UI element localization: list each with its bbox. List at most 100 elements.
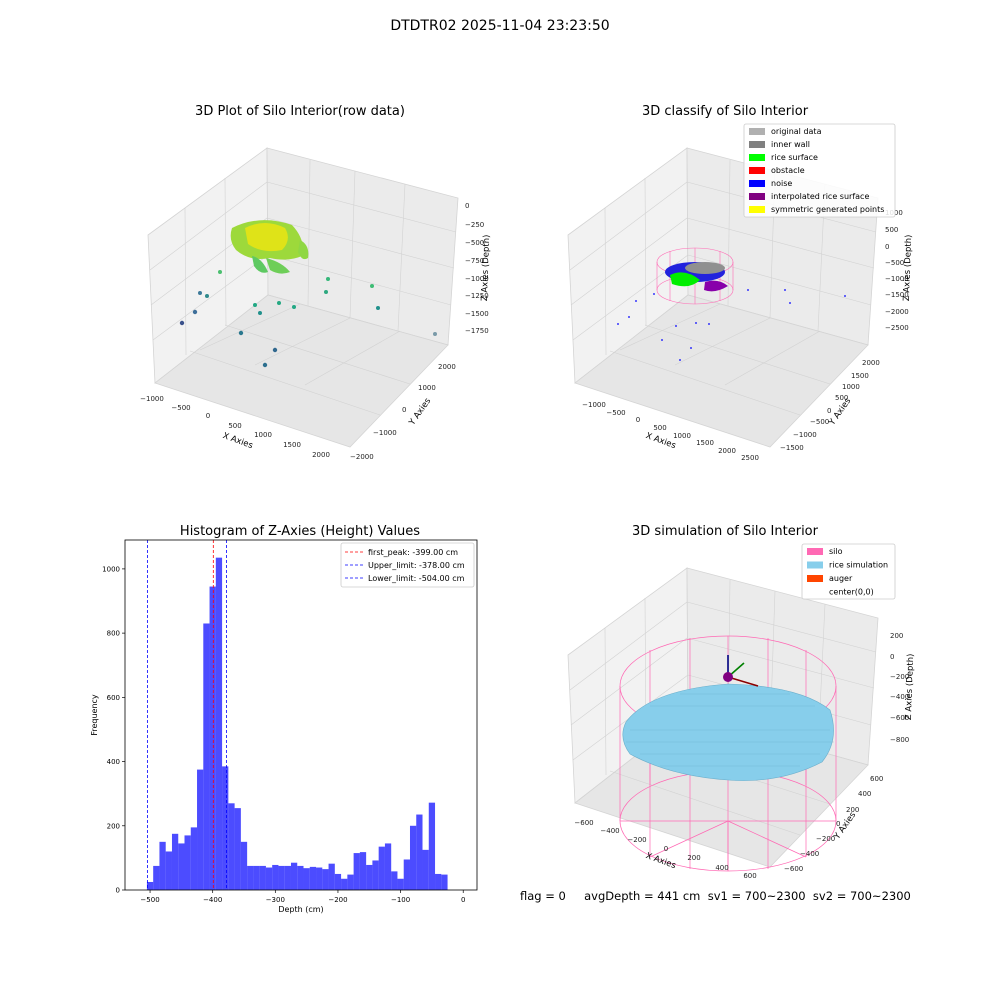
sim-ztick: −200 <box>890 673 909 681</box>
hist-ytick: 0 <box>116 887 120 895</box>
sim-xlabel: X Axies <box>644 851 677 871</box>
classify-ztick: −1000 <box>885 275 909 283</box>
histogram-bar <box>222 766 229 890</box>
raw-3d-plot: −1000 −500 0 500 1000 1500 2000 2000 100… <box>140 147 492 461</box>
hist-xtick: −500 <box>140 896 159 904</box>
histogram-bar <box>215 557 223 890</box>
histogram-bar <box>228 803 235 890</box>
classify-ytick: 1500 <box>851 372 869 380</box>
sim-xtick: 0 <box>664 845 668 853</box>
legend-swatch <box>807 575 823 582</box>
legend-label: obstacle <box>771 166 805 175</box>
legend-swatch <box>807 588 823 596</box>
sim-3d-plot: −600 −400 −200 0 200 400 600 600 400 200… <box>567 543 916 880</box>
histogram-bar <box>272 864 279 890</box>
raw-xtick: 2000 <box>312 451 330 459</box>
sim-xtick: −600 <box>574 819 593 827</box>
legend-swatch <box>749 154 765 161</box>
histogram-bar <box>441 874 448 890</box>
classify-ytick: −1000 <box>793 431 817 439</box>
legend-label: interpolated rice surface <box>771 192 869 201</box>
raw-ztick: −1500 <box>465 310 489 318</box>
sim-ytick: 600 <box>870 775 883 783</box>
classify-ytick: −1500 <box>780 444 804 452</box>
histogram-bar <box>322 869 329 890</box>
histogram-bar <box>197 769 204 890</box>
histogram-bar <box>309 866 317 890</box>
classify-panel-title: 3D classify of Silo Interior <box>641 104 809 119</box>
raw-ztick: −500 <box>465 239 484 247</box>
classify-ztick: −2000 <box>885 308 909 316</box>
histogram-bar <box>259 865 266 890</box>
legend-swatch <box>749 141 765 148</box>
histogram-bar <box>146 881 154 890</box>
raw-xtick: 0 <box>206 412 210 420</box>
histogram-bar <box>303 868 310 890</box>
histogram-bar <box>328 863 335 890</box>
classify-xtick: 2500 <box>741 454 759 462</box>
sim-ytick: 400 <box>858 790 871 798</box>
sim-ytick: −200 <box>816 835 835 843</box>
histogram-bar <box>316 867 323 890</box>
raw-xtick: 1000 <box>254 431 272 439</box>
histogram-bar <box>203 623 210 890</box>
histogram-bar <box>353 853 360 890</box>
legend-label: Lower_limit: -504.00 cm <box>368 574 465 583</box>
histogram-bar <box>209 586 216 890</box>
legend-label: center(0,0) <box>829 588 874 597</box>
histogram-bar <box>190 827 198 890</box>
classify-xtick: −500 <box>606 409 625 417</box>
histogram-bar <box>341 878 348 890</box>
sim-ytick: 0 <box>836 820 840 828</box>
raw-xlabel: X Axies <box>221 431 254 451</box>
classify-ztick: 500 <box>885 226 898 234</box>
histogram-bar <box>159 841 166 890</box>
raw-ytick: −2000 <box>350 453 374 461</box>
classify-ztick: −500 <box>885 259 904 267</box>
classify-xtick: −1000 <box>582 401 606 409</box>
sim-zlabel: Z Axies (Depth) <box>904 653 916 720</box>
hist-xlabel: Depth (cm) <box>278 905 323 914</box>
histogram-bar <box>165 851 172 890</box>
histogram-bar <box>297 865 304 890</box>
hist-title: Histogram of Z-Axies (Height) Values <box>179 524 421 539</box>
histogram-bar <box>278 865 285 890</box>
histogram-bar <box>347 874 354 890</box>
hist-legend: first_peak: -399.00 cm Upper_limit: -378.… <box>340 542 475 588</box>
legend-swatch <box>807 561 823 569</box>
sim-ztick: −600 <box>890 714 909 722</box>
classify-zlabel: Z Axies (Depth) <box>902 234 914 301</box>
raw-xtick: −1000 <box>140 395 164 403</box>
histogram-bar <box>403 859 410 890</box>
sim-ytick: −600 <box>784 865 803 873</box>
classify-ytick: 500 <box>835 394 848 402</box>
classify-ytick: 2000 <box>862 359 880 367</box>
classify-xtick: 1000 <box>673 432 691 440</box>
hist-xtick: −400 <box>203 896 222 904</box>
legend-label: noise <box>771 179 792 188</box>
status-footer: flag = 0 avgDepth = 441 cm sv1 = 700~230… <box>520 889 911 903</box>
histogram-bar <box>391 871 398 890</box>
raw-xtick: 1500 <box>283 441 301 449</box>
legend-swatch <box>749 167 765 174</box>
histogram-bar <box>422 849 429 890</box>
classify-xtick: 0 <box>636 416 640 424</box>
classify-ytick: 0 <box>827 407 831 415</box>
histogram-bar <box>290 862 298 890</box>
sim-xtick: −400 <box>600 827 619 835</box>
sim-xtick: 600 <box>743 872 756 880</box>
histogram-bar <box>184 835 191 890</box>
histogram-bar <box>334 873 342 890</box>
hist-ylabel: Frequency <box>90 694 99 736</box>
histogram-bar <box>178 843 185 890</box>
raw-ytick: 1000 <box>418 384 436 392</box>
legend-swatch <box>807 548 823 555</box>
histogram-bar <box>397 878 404 890</box>
histogram-bar <box>378 846 385 890</box>
raw-ztick: −1000 <box>465 275 489 283</box>
raw-ylabel: Y Axies <box>407 396 434 428</box>
legend-label: symmetric generated points <box>771 205 884 214</box>
hist-ytick: 200 <box>107 822 120 830</box>
sim-ytick: 200 <box>846 806 859 814</box>
hist-ytick: 400 <box>107 758 120 766</box>
